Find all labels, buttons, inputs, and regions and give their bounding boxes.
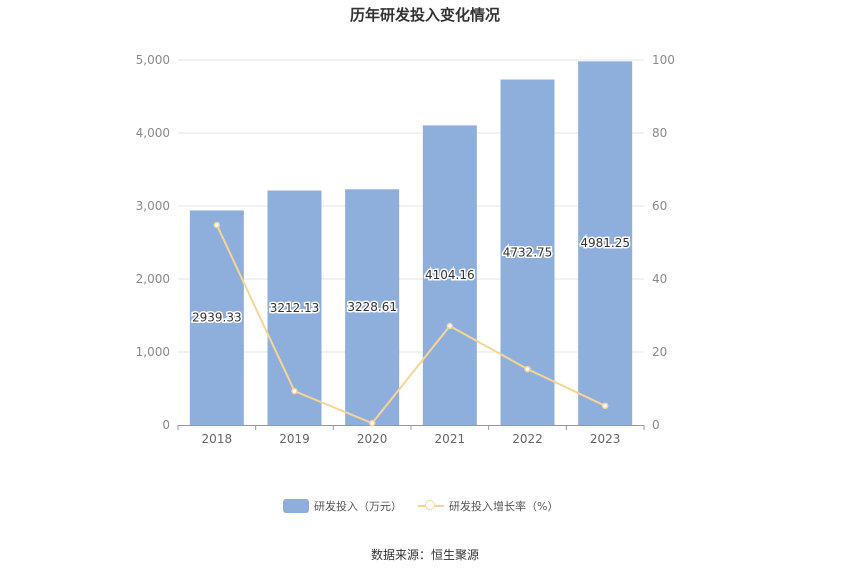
y-right-tick-label: 40 [652, 272, 667, 286]
bar [578, 61, 633, 426]
x-tick-label: 2022 [512, 432, 543, 446]
y-right-tick-label: 0 [652, 418, 660, 432]
y-right-tick-label: 60 [652, 199, 667, 213]
x-tick-label: 2018 [202, 432, 233, 446]
y-left-tick-label: 0 [162, 418, 170, 432]
growth-point [601, 402, 609, 410]
y-left-tick-label: 5,000 [136, 53, 170, 67]
legend-label-rd-spend: 研发投入（万元） [314, 500, 402, 513]
legend-label-growth-rate: 研发投入增长率（%） [449, 500, 559, 513]
growth-line [215, 224, 606, 425]
growth-point [446, 322, 454, 330]
y-left-tick-label: 3,000 [136, 199, 170, 213]
bar-data-label: 2939.33 [192, 311, 242, 325]
growth-point [213, 221, 221, 229]
y-left-tick-label: 4,000 [136, 126, 170, 140]
growth-point [291, 387, 298, 395]
data-source: 数据来源：恒生聚源 [370, 548, 479, 562]
legend-item-rd-spend[interactable]: 研发投入（万元） [283, 497, 402, 515]
x-tick-label: 2021 [435, 432, 466, 446]
bar-data-label: 4104.16 [425, 268, 475, 282]
x-tick-label: 2020 [357, 432, 388, 446]
y-right-tick-label: 80 [652, 126, 667, 140]
bar [422, 125, 477, 426]
bar [189, 210, 244, 425]
legend-item-growth-rate[interactable]: 研发投入增长率（%） [418, 497, 558, 515]
chart-title: 历年研发投入变化情况 [349, 6, 500, 24]
y-left-tick-label: 1,000 [136, 345, 170, 359]
bar [345, 189, 400, 425]
growth-point [368, 419, 376, 427]
y-left-tick-label: 2,000 [136, 272, 170, 286]
chart-plot: 0 1,000 2,000 3,000 4,000 5,000 0 20 40 60 80 100 20… [136, 53, 675, 446]
bar [267, 190, 322, 425]
y-right-tick-label: 20 [652, 345, 667, 359]
legend-swatch-line [418, 499, 444, 513]
x-tick-label: 2023 [590, 432, 621, 446]
bar-data-label: 4732.75 [503, 245, 553, 259]
growth-point [524, 365, 531, 373]
bar-data-label: 4981.25 [580, 236, 630, 250]
bar-data-label: 3212.13 [270, 301, 320, 315]
legend-swatch-bar [283, 499, 309, 513]
y-right-tick-label: 100 [652, 53, 675, 67]
legend: 研发投入（万元） 研发投入增长率（%） [0, 497, 850, 515]
x-tick-label: 2019 [279, 432, 310, 446]
bar-data-label: 3228.61 [347, 300, 397, 314]
